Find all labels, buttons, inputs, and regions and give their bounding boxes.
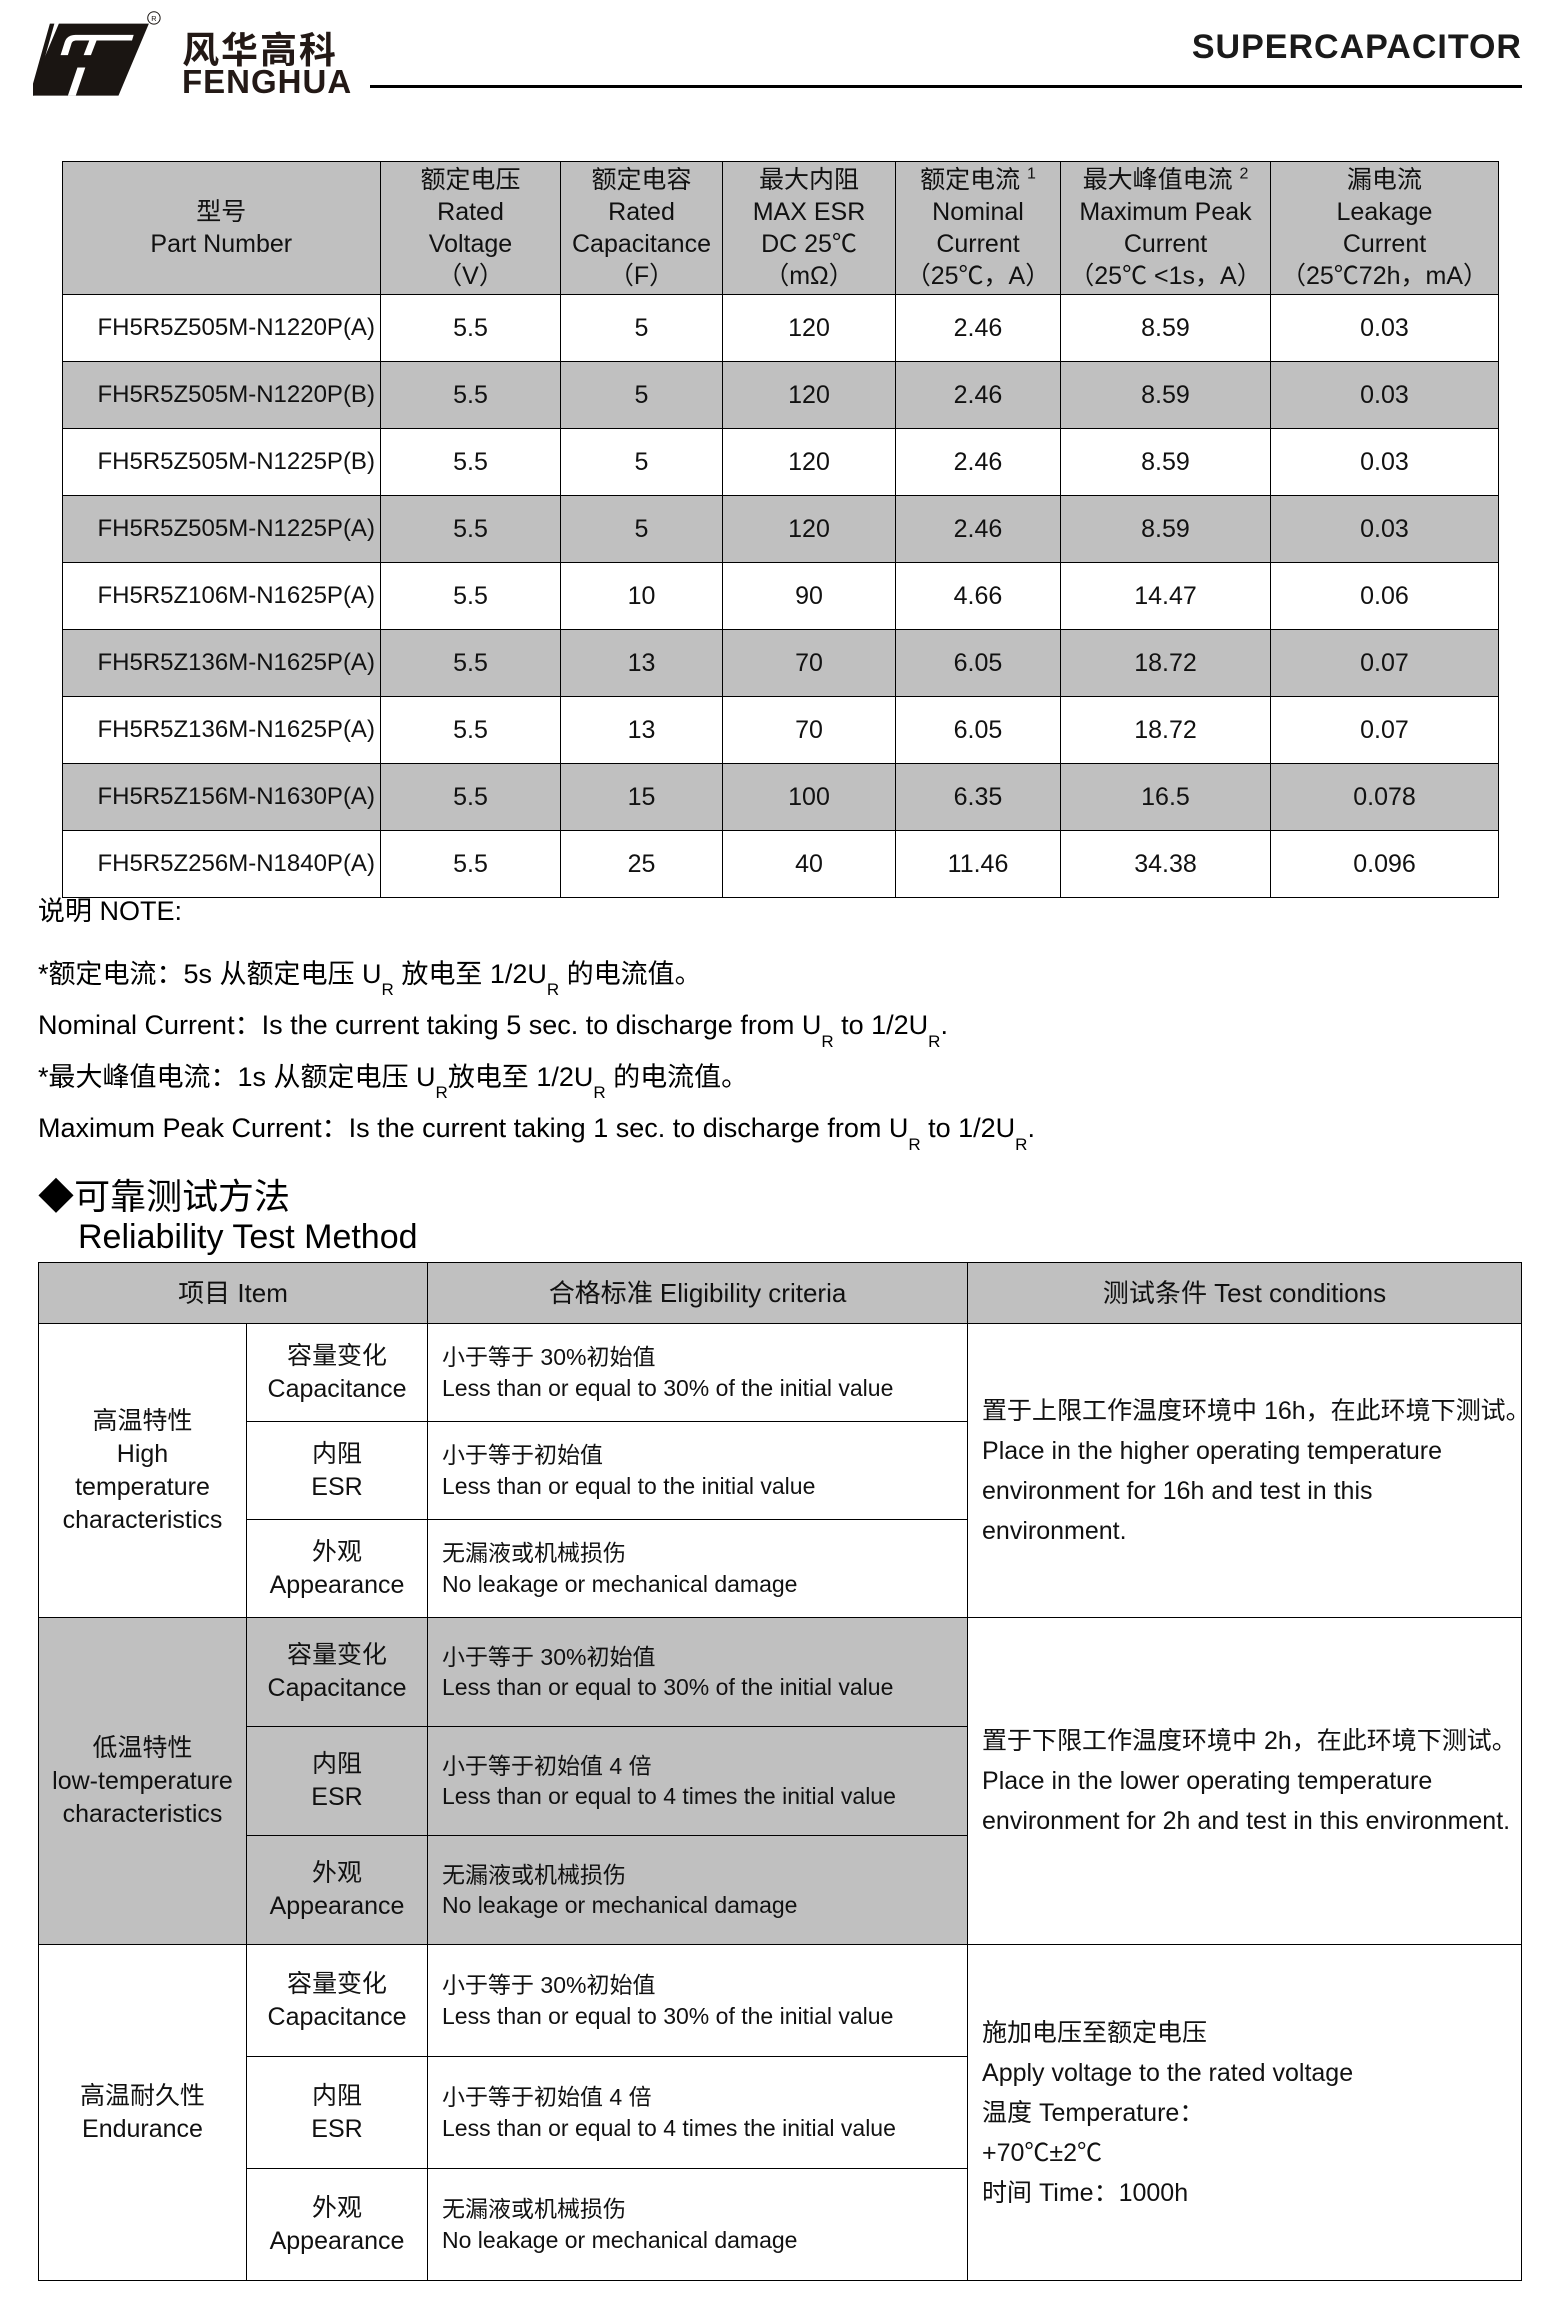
svg-text:R: R: [151, 14, 156, 23]
